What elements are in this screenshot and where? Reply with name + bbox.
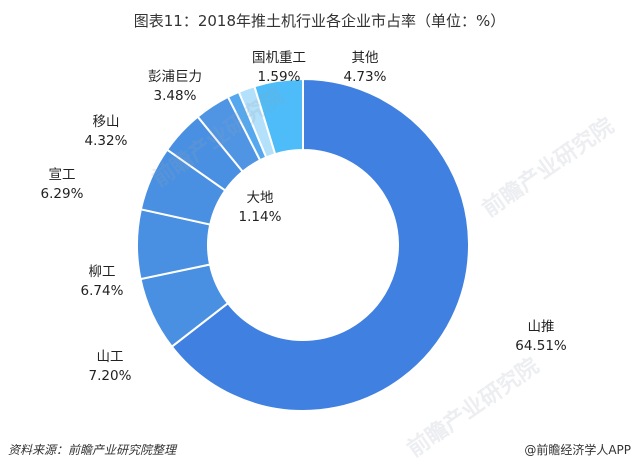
slice-label-value: 3.48% <box>153 88 197 104</box>
slice-label-name: 移山 <box>92 114 120 130</box>
brand-credit: @前瞻经济学人APP <box>524 443 631 457</box>
source-note: 资料来源：前瞻产业研究院整理 <box>8 443 177 457</box>
slice-label-宣工: 宣工 6.29% <box>41 166 84 204</box>
slice-其他 <box>253 77 304 156</box>
slice-label-山工: 山工 7.20% <box>89 348 132 386</box>
slice-label-value: 1.59% <box>257 69 301 85</box>
slice-label-彭浦巨力: 彭浦巨力 3.48% <box>148 68 202 106</box>
slice-label-柳工: 柳工 6.74% <box>81 263 124 301</box>
slice-label-移山: 移山 4.32% <box>85 113 128 151</box>
slice-label-value: 7.20% <box>88 368 132 384</box>
slice-label-name: 山工 <box>96 349 124 365</box>
slice-label-value: 4.32% <box>84 133 128 149</box>
slice-label-其他: 其他 4.73% <box>344 49 387 87</box>
slice-label-name: 大地 <box>246 190 274 206</box>
slice-label-name: 宣工 <box>48 167 76 183</box>
slice-label-name: 彭浦巨力 <box>148 69 202 85</box>
slice-label-value: 6.74% <box>80 283 124 299</box>
slice-label-大地: 大地 1.14% <box>239 189 282 227</box>
slice-label-name: 柳工 <box>88 264 116 280</box>
chart-title: 图表11：2018年推土机行业各企业市占率（单位：%） <box>133 12 506 30</box>
slice-label-name: 山推 <box>527 319 555 335</box>
slice-label-山推: 山推 64.51% <box>515 318 566 356</box>
slice-山推 <box>170 77 470 412</box>
slice-label-value: 4.73% <box>343 69 387 85</box>
slice-label-value: 1.14% <box>238 209 282 225</box>
slice-label-value: 6.29% <box>40 186 84 202</box>
slice-label-国机重工: 国机重工 1.59% <box>252 49 306 87</box>
slice-label-name: 国机重工 <box>252 50 306 66</box>
slice-label-name: 其他 <box>351 50 379 66</box>
slice-label-value: 64.51% <box>515 338 567 354</box>
